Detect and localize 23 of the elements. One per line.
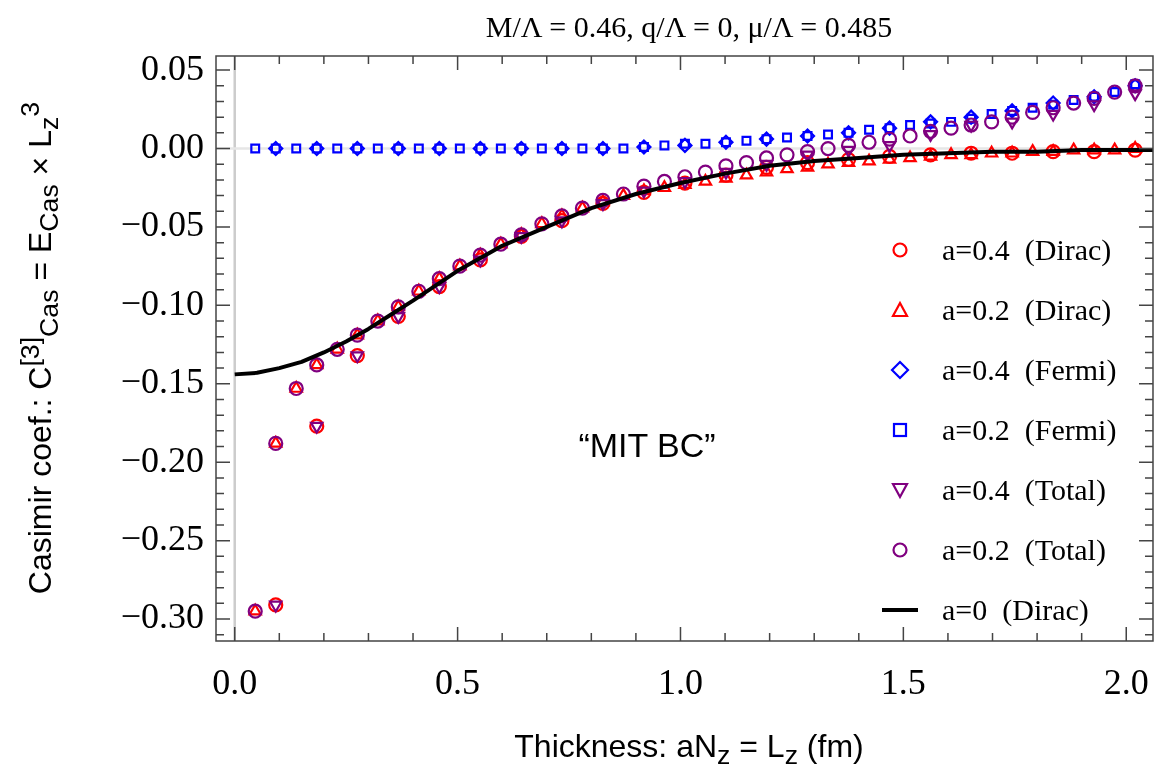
y-tick-label: −0.15 <box>120 361 204 402</box>
annotation: “MIT BC” <box>578 426 716 465</box>
legend-label: a=0.2 (Fermi) <box>942 413 1117 447</box>
x-tick-label: 0.0 <box>212 662 258 703</box>
legend-label: a=0 (Dirac) <box>942 593 1089 627</box>
x-tick-label: 2.0 <box>1103 662 1149 703</box>
x-tick-label: 1.0 <box>657 662 703 703</box>
x-tick-label: 1.5 <box>880 662 926 703</box>
legend-label: a=0.4 (Fermi) <box>942 353 1117 387</box>
y-tick-label: −0.10 <box>120 282 204 323</box>
x-tick-label: 0.5 <box>435 662 481 703</box>
legend-label: a=0.2 (Total) <box>942 533 1106 567</box>
x-axis-title: Thickness: aN$_{z}$ = L$_{z}$ (fm) <box>513 728 865 772</box>
chart-title: M/Λ = 0.46, q/Λ = 0, μ/Λ = 0.485 <box>484 10 894 44</box>
legend-label: a=0.4 (Dirac) <box>942 233 1112 267</box>
y-tick-label: −0.30 <box>120 596 204 637</box>
y-tick-label: 0.05 <box>141 47 204 88</box>
legend-label: a=0.4 (Total) <box>942 473 1106 507</box>
y-tick-label: −0.20 <box>120 439 204 480</box>
y-tick-label: −0.05 <box>120 204 204 245</box>
legend-label: a=0.2 (Dirac) <box>942 293 1112 327</box>
y-tick-label: −0.25 <box>120 518 204 559</box>
y-tick-label: 0.00 <box>141 125 204 166</box>
